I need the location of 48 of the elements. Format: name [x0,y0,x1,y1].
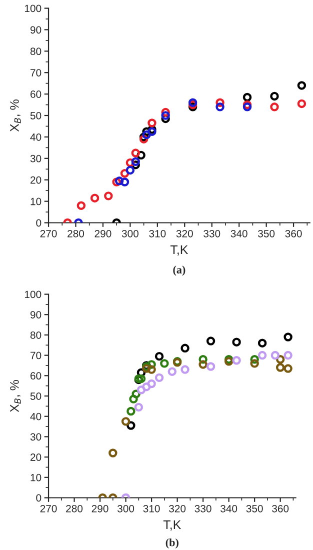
x-tick-label: 280 [68,230,84,238]
x-tick-label: 270 [40,230,57,238]
x-tick-label: 270 [40,504,57,512]
x-tick-label: 320 [169,504,186,512]
y-tick-label: 70 [30,69,42,76]
y-tick-label: 80 [30,48,42,56]
x-tick-label: 350 [258,230,275,238]
x-tick-label: 300 [117,504,134,512]
y-tick-label: 0 [36,219,42,227]
y-tick-label: 90 [30,26,42,34]
x-axis-title: T,K [170,245,188,256]
x-tick-label: 300 [122,230,138,238]
x-tick-label: 340 [230,230,248,238]
x-tick-label: 350 [246,504,263,512]
y-tick-label: 50 [30,112,42,120]
y-tick-label: 100 [24,4,42,12]
x-tick-label: 330 [204,230,220,238]
x-tick-label: 290 [92,504,108,512]
x-tick-label: 340 [220,504,238,512]
text: (a) [173,266,186,276]
y-tick-label: 40 [30,133,42,141]
y-tick-label: 100 [24,290,42,298]
x-tick-label: 360 [285,230,302,238]
y-tick-label: 70 [30,352,42,360]
x-tick-label: 310 [143,504,160,512]
y-tick-label: 10 [30,198,42,206]
y-tick-label: 50 [30,392,42,400]
y-tick-label: 20 [30,176,42,184]
y-tick-label: 30 [30,154,42,162]
y-tick-label: 20 [30,454,42,461]
y-tick-label: 90 [30,311,42,318]
y-axis-title: X$_{B}$, % [10,100,21,132]
x-tick-label: 290 [94,230,112,238]
y-tick-label: 0 [36,494,42,502]
y-tick-label: 60 [30,372,42,380]
x-tick-label: 320 [176,230,193,238]
x-axis-title: T,K [163,520,182,531]
x-tick-label: 330 [194,504,212,512]
y-tick-label: 60 [30,90,42,98]
text: (b) [166,538,178,549]
y-tick-label: 80 [30,331,42,339]
x-tick-label: 280 [66,504,83,512]
y-tick-label: 10 [30,474,42,482]
x-tick-label: 360 [272,504,289,512]
y-tick-label: 30 [30,433,42,441]
x-tick-label: 310 [149,230,166,238]
y-axis-title: X$_{B}$, % [10,380,21,412]
y-tick-label: 40 [30,412,42,420]
